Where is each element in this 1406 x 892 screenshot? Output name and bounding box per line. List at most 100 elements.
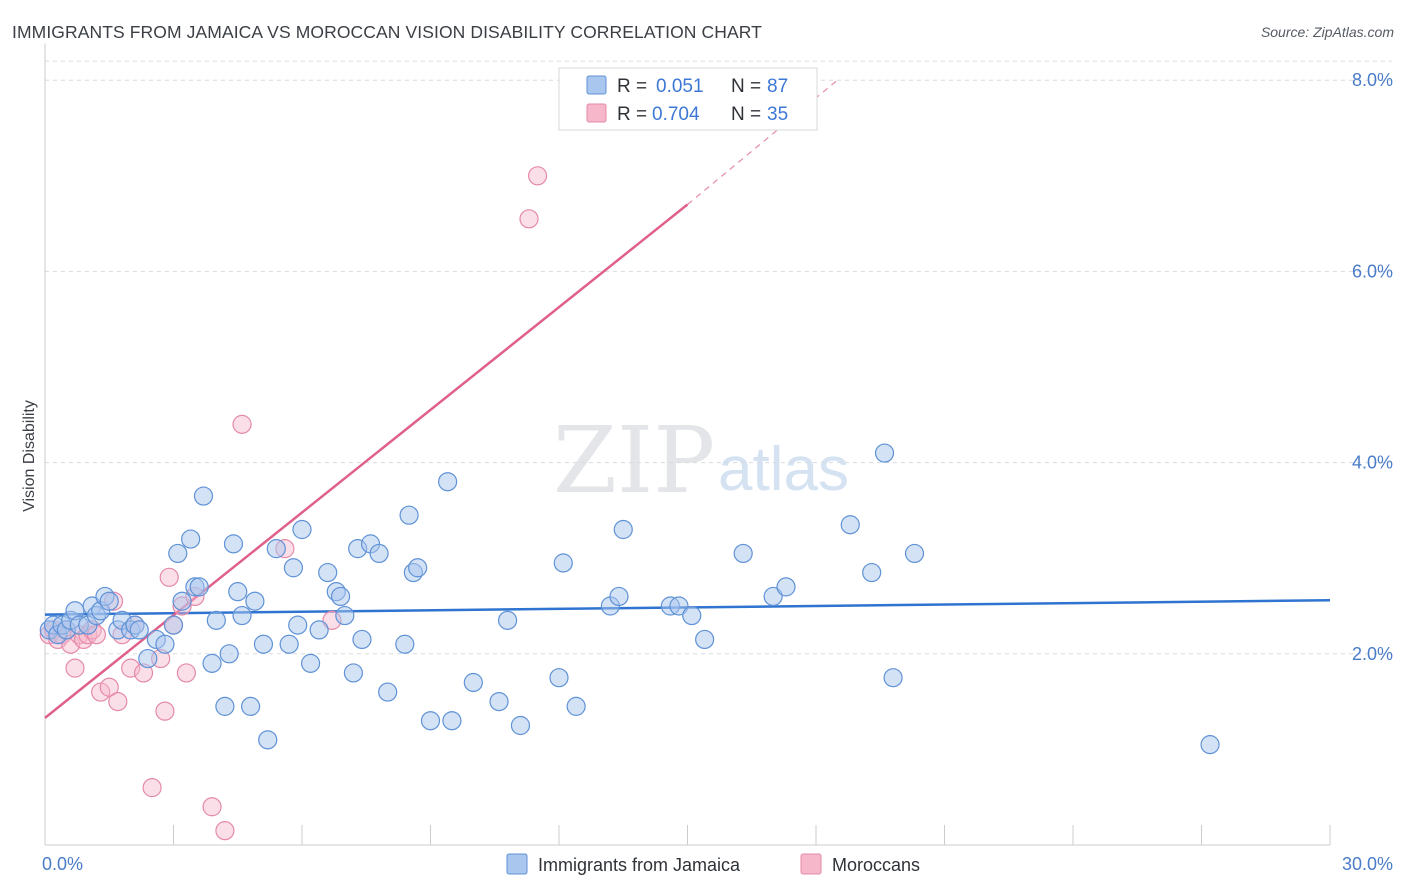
legend-r-value-jamaica: 0.051 [656,76,704,97]
source-credit: Source: ZipAtlas.com [1260,24,1394,40]
jamaica-point [883,668,903,688]
jamaica-point [181,529,201,549]
jamaica-point [129,620,149,640]
jamaica-point [776,577,796,597]
jamaica-point [733,543,753,564]
axes [44,43,1331,846]
y-tick-label: 2.0% [1352,644,1393,664]
jamaica-point [318,562,338,583]
bottom-legend-label-moroccans: Moroccans [832,855,920,875]
legend-swatch-moroccans [586,103,607,123]
jamaica-point [489,691,509,712]
jamaica-point [378,682,398,702]
jamaica-point [232,605,252,626]
chart-title: IMMIGRANTS FROM JAMAICA VS MOROCCAN VISI… [12,22,762,42]
jamaica-point [283,558,304,578]
jamaica-point [335,605,355,626]
moroccans-point [527,166,548,186]
jamaica-point [168,543,188,564]
jamaica-point [399,505,419,525]
jamaica-point [420,711,441,731]
moroccans-point [215,821,235,841]
bottom-legend-swatch-jamaica [506,853,528,875]
bottom-legend: Immigrants from Jamaica Moroccans [506,853,920,875]
y-tick-label: 6.0% [1352,261,1393,281]
jamaica-point [840,515,860,535]
jamaica-point [258,730,278,750]
moroccans-point [155,701,175,721]
jamaica-point [138,648,158,669]
jamaica-point [253,634,274,654]
jamaica-point [408,558,428,578]
jamaica-point [549,668,569,688]
moroccans-point [232,414,252,434]
watermark: ZIP atlas [553,407,849,514]
jamaica-point [189,577,209,597]
watermark-atlas: atlas [718,435,849,504]
jamaica-point [553,553,573,573]
jamaica-point [202,653,222,673]
legend-r-value-moroccans: 0.704 [652,104,700,125]
legend-r-label-jamaica: R = [617,76,647,97]
jamaica-point [442,711,462,731]
jamaica-point [438,472,458,492]
jamaica-point [172,591,192,611]
jamaica-point [1200,735,1220,755]
y-axis-title: Vision Disability [21,400,38,512]
jamaica-point [245,591,265,611]
moroccans-point [142,778,162,798]
jamaica-point [279,634,299,654]
legend-n-label-jamaica: N = [731,76,761,97]
jamaica-point [613,519,633,540]
y-tick-label: 4.0% [1352,453,1393,473]
moroccans-point [65,658,85,678]
jamaica-point [862,562,882,583]
x-tick-labels: 0.0% 30.0% [42,854,1393,874]
moroccans-point [519,209,539,229]
jamaica-point [241,696,261,716]
jamaica-point [343,663,363,683]
jamaica-point [395,634,415,654]
moroccans-point [176,663,196,683]
jamaica-point [669,596,689,616]
bottom-legend-swatch-moroccans [800,853,822,875]
jamaica-point [228,582,248,602]
jamaica-point [498,610,518,630]
jamaica-point [223,534,244,554]
legend-r-label-moroccans: R = [617,104,647,125]
jamaica-point [352,629,372,650]
bottom-legend-label-jamaica: Immigrants from Jamaica [538,855,741,875]
jamaica-point [369,543,389,564]
jamaica-point [695,629,715,650]
jamaica-point [309,620,329,640]
jamaica-point [330,586,351,607]
jamaica-point [763,586,783,607]
watermark-zip: ZIP [553,407,715,514]
moroccans-point [99,677,119,697]
jamaica-point [266,539,286,559]
jamaica-point [463,672,483,693]
jamaica-point [874,443,895,463]
x-tick-label-max: 30.0% [1342,854,1393,874]
jamaica-point [155,634,175,654]
jamaica-point [300,653,321,673]
legend-n-value-jamaica: 87 [767,76,788,97]
y-tick-labels: 2.0% 4.0% 6.0% 8.0% [1352,70,1393,664]
moroccans-point [121,658,141,678]
jamaica-point [292,519,312,540]
jamaica-point [163,615,184,635]
jamaica-point [193,486,214,506]
moroccans-point [159,567,179,587]
x-tick-label-min: 0.0% [42,854,83,874]
jamaica-point [566,696,586,716]
jamaica-point [288,615,308,635]
jamaica-point [510,715,531,736]
moroccans-point [202,797,222,817]
grid-lines [45,60,1392,655]
jamaica-point [206,610,226,630]
jamaica-point [609,586,629,607]
y-tick-label: 8.0% [1352,70,1393,90]
legend: R = 0.051 N = 87 R = 0.704 N = 35 [558,67,818,131]
series-moroccans-points [39,166,548,841]
